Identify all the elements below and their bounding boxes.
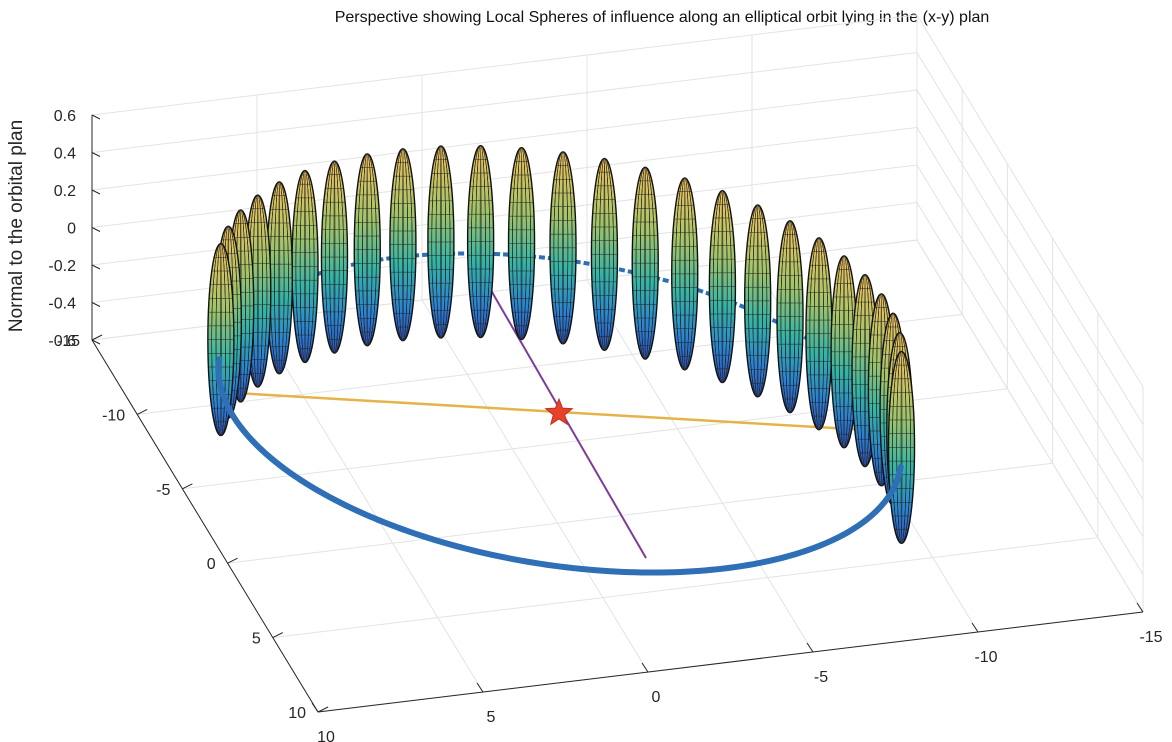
z-tick-mark <box>91 302 101 307</box>
plot-content <box>207 144 916 576</box>
x-axis-line <box>317 611 1144 713</box>
x-tick-mark <box>806 642 814 653</box>
y-tick-label: 5 <box>252 631 261 648</box>
sphere-of-influence <box>466 144 495 339</box>
y-tick-label: -5 <box>156 482 170 499</box>
z-tick-label: -0.4 <box>48 296 76 313</box>
sphere-of-influence <box>631 166 659 360</box>
y-tick-label: 0 <box>207 556 216 573</box>
z-tick-label: 0.6 <box>54 108 76 125</box>
y-tick-label: -15 <box>57 333 80 350</box>
sphere-of-influence <box>743 204 772 398</box>
z-tick-mark <box>91 152 101 157</box>
floor-grid-line <box>227 462 1053 564</box>
x-tick-mark <box>311 702 319 713</box>
sphere-of-influence <box>389 148 417 342</box>
floor-grid-line <box>272 537 1098 639</box>
y-tick-mark <box>136 408 148 415</box>
z-tick-label: -0.2 <box>48 258 76 275</box>
z-grid-line <box>91 14 1144 388</box>
x-tick-label: 10 <box>317 729 335 742</box>
x-tick-mark <box>476 682 484 693</box>
z-tick-mark <box>91 339 101 345</box>
axes <box>91 114 1144 713</box>
sphere-of-influence <box>549 151 577 345</box>
sphere-of-influence <box>805 237 833 431</box>
sphere-of-influence <box>776 220 804 414</box>
z-axis-label: Normal to the orbital plan <box>6 120 27 332</box>
sphere-of-influence <box>590 157 619 352</box>
z-tick-mark <box>91 227 101 232</box>
x-tick-label: -5 <box>814 669 828 686</box>
tick-labels: 10 5 0 -5 -10 -15 -15 -10 -5 0 5 10 0.6 0.4 0.2 0 -0.2 -0… <box>48 108 1162 742</box>
z-tick-label: 0.4 <box>54 146 76 163</box>
z-tick-mark <box>91 114 101 120</box>
sphere-of-influence <box>507 146 536 341</box>
sphere-of-influence <box>671 177 699 371</box>
x-tick-mark <box>971 622 979 633</box>
orbit-front-half <box>215 356 904 576</box>
sphere-of-influence <box>708 189 737 384</box>
y-tick-mark <box>91 334 103 341</box>
z-tick-mark <box>91 264 101 270</box>
x-tick-label: -10 <box>974 649 997 666</box>
sphere-of-influence <box>320 160 349 354</box>
z-grid-line <box>91 51 1144 425</box>
x-tick-label: 5 <box>487 709 496 726</box>
sphere-of-influence <box>887 350 916 545</box>
x-tick-label: 0 <box>652 689 661 706</box>
y-tick-label: -10 <box>102 407 125 424</box>
sphere-of-influence <box>291 169 319 364</box>
central-body-star-marker <box>544 397 574 426</box>
z-tick-label: -0.6 <box>48 333 76 350</box>
sphere-of-influence <box>265 181 294 375</box>
y-tick-mark <box>227 557 238 564</box>
y-tick-mark <box>317 706 329 713</box>
z-tick-mark <box>91 189 101 195</box>
y-tick-mark <box>182 483 193 490</box>
y-tick-mark <box>272 632 284 639</box>
sphere-of-influence <box>353 153 381 347</box>
y-tick-label: 10 <box>288 705 306 722</box>
x-tick-mark <box>1136 602 1144 613</box>
floor-grid-line <box>256 319 484 693</box>
x-tick-mark <box>641 662 649 673</box>
floor-grid-line <box>586 279 814 653</box>
y-axis-line <box>91 339 319 713</box>
x-tick-label: -15 <box>1139 629 1162 646</box>
z-tick-label: 0 <box>67 221 76 238</box>
sphere-of-influence <box>207 242 235 437</box>
sphere-of-influence <box>427 145 455 339</box>
z-tick-label: 0.2 <box>54 183 76 200</box>
floor-grid-line <box>421 299 649 673</box>
chart-title: Perspective showing Local Spheres of inf… <box>335 9 990 26</box>
